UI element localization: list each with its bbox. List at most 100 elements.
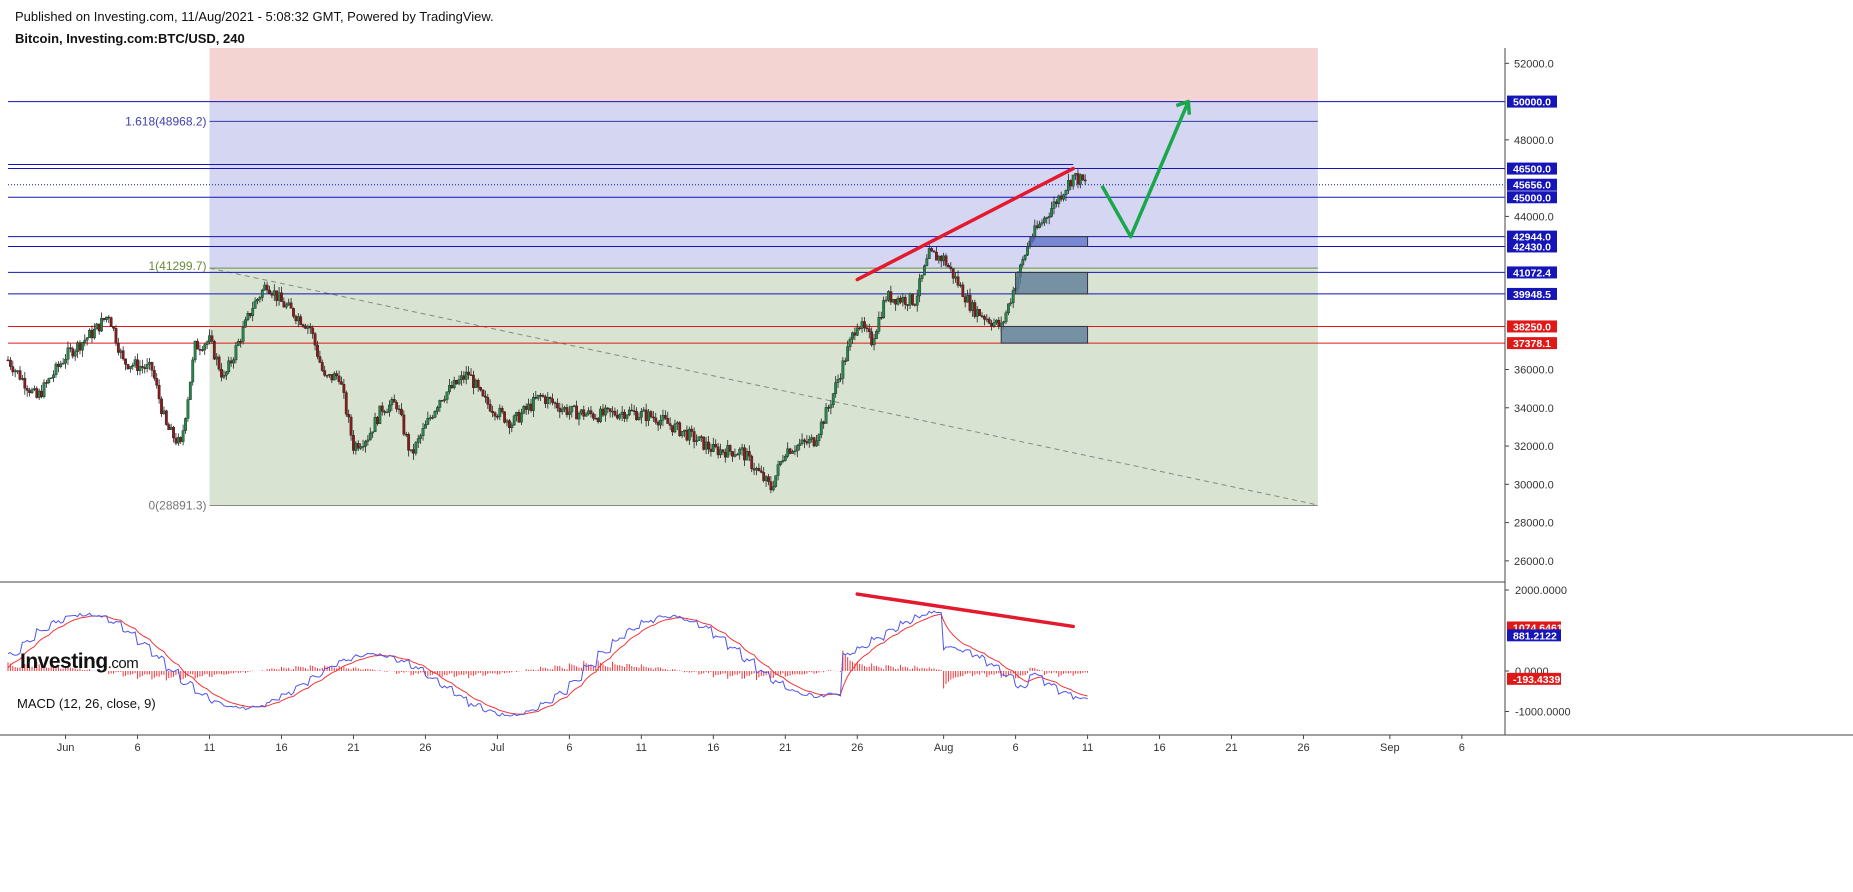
candle-body (810, 437, 814, 440)
candle-body (409, 449, 413, 451)
candle-body (567, 411, 571, 415)
candle-body (263, 284, 267, 291)
candle-body (450, 385, 454, 389)
candle-body (232, 359, 235, 364)
candle-body (587, 410, 590, 415)
time-tick-label: 21 (1225, 742, 1237, 754)
candle-body (846, 346, 850, 362)
candle-body (330, 374, 334, 381)
candle-body (1081, 174, 1085, 181)
candle-body (484, 395, 487, 398)
candle-body (140, 366, 144, 368)
candle-body (716, 446, 720, 456)
candle-body (836, 379, 840, 383)
candle-body (364, 441, 367, 447)
candle-body (1071, 174, 1075, 187)
support-box-upper (1029, 236, 1089, 247)
candle-body (659, 419, 662, 426)
candle-body (747, 451, 751, 457)
candle-body (1066, 180, 1070, 191)
candle-body (460, 375, 463, 380)
candle-body (683, 429, 686, 432)
candle-body (431, 417, 435, 419)
candle-body (932, 250, 936, 253)
candle-body (104, 316, 108, 321)
candle-body (541, 395, 545, 397)
candle-body (491, 411, 495, 413)
price-badge-label: 39948.5 (1513, 289, 1551, 301)
candle-body (865, 327, 869, 330)
candle-body (635, 411, 638, 421)
candle-body (923, 265, 926, 276)
candle-body (496, 416, 499, 418)
candle-body (349, 416, 353, 436)
candle-body (858, 327, 862, 330)
time-tick-label: 6 (1459, 742, 1465, 754)
candle-body (316, 344, 319, 357)
candle-body (179, 437, 183, 442)
candle-body (1006, 303, 1010, 314)
price-badge-label: 37378.1 (1513, 338, 1551, 350)
candle-body (114, 328, 118, 344)
candle-body (546, 397, 550, 404)
red-trendline (855, 166, 1075, 282)
candle-body (824, 407, 828, 424)
candle-body (997, 319, 1001, 327)
candle-body (575, 405, 578, 420)
candle-body (678, 422, 682, 437)
candle-body (723, 452, 727, 458)
price-tick-label: 34000.0 (1514, 403, 1554, 415)
candle-body (603, 407, 607, 416)
candle-body (795, 445, 799, 452)
candle-body (930, 248, 934, 252)
candle-body (764, 476, 768, 481)
candle-body (203, 344, 207, 351)
candle-body (591, 413, 595, 419)
candle-body (800, 439, 804, 445)
macd-badge-label: 881.2122 (1513, 630, 1557, 642)
candle-body (181, 430, 185, 442)
candle-body (1040, 222, 1044, 225)
candle-body (498, 407, 502, 417)
candle-body (512, 415, 516, 426)
candle-body (1076, 173, 1080, 185)
candle-body (311, 327, 315, 334)
candle-body (983, 316, 986, 320)
candle-body (812, 437, 816, 447)
candle-body (697, 436, 701, 441)
candle-body (268, 289, 271, 294)
time-tick-label: 6 (566, 742, 572, 754)
candle-body (174, 437, 178, 444)
candle-body (510, 424, 514, 429)
candle-body (44, 382, 48, 384)
time-tick-label: Aug (934, 742, 954, 754)
candle-body (855, 327, 859, 336)
candle-body (284, 304, 288, 308)
candle-body (80, 342, 84, 351)
candle-body (292, 308, 295, 317)
candle-body (1059, 195, 1063, 200)
candle-body (750, 455, 754, 469)
candle-body (328, 374, 331, 376)
candle-body (906, 304, 910, 306)
candle-body (781, 460, 785, 462)
candle-body (891, 299, 895, 303)
candle-body (85, 337, 89, 341)
candle-body (164, 410, 168, 425)
candle-body (392, 399, 396, 403)
candle-body (215, 356, 219, 360)
candle-body (186, 399, 190, 419)
fib-zone-top (209, 48, 1318, 102)
candle-body (73, 351, 77, 357)
candle-body (301, 324, 305, 327)
candle-body (673, 423, 677, 433)
candle-body (594, 418, 598, 420)
candle-body (169, 426, 173, 430)
candle-body (695, 440, 698, 442)
candle-body (719, 449, 722, 456)
candle-body (851, 332, 854, 340)
candle-body (625, 414, 629, 419)
candle-body (390, 399, 394, 406)
candle-body (755, 468, 758, 471)
